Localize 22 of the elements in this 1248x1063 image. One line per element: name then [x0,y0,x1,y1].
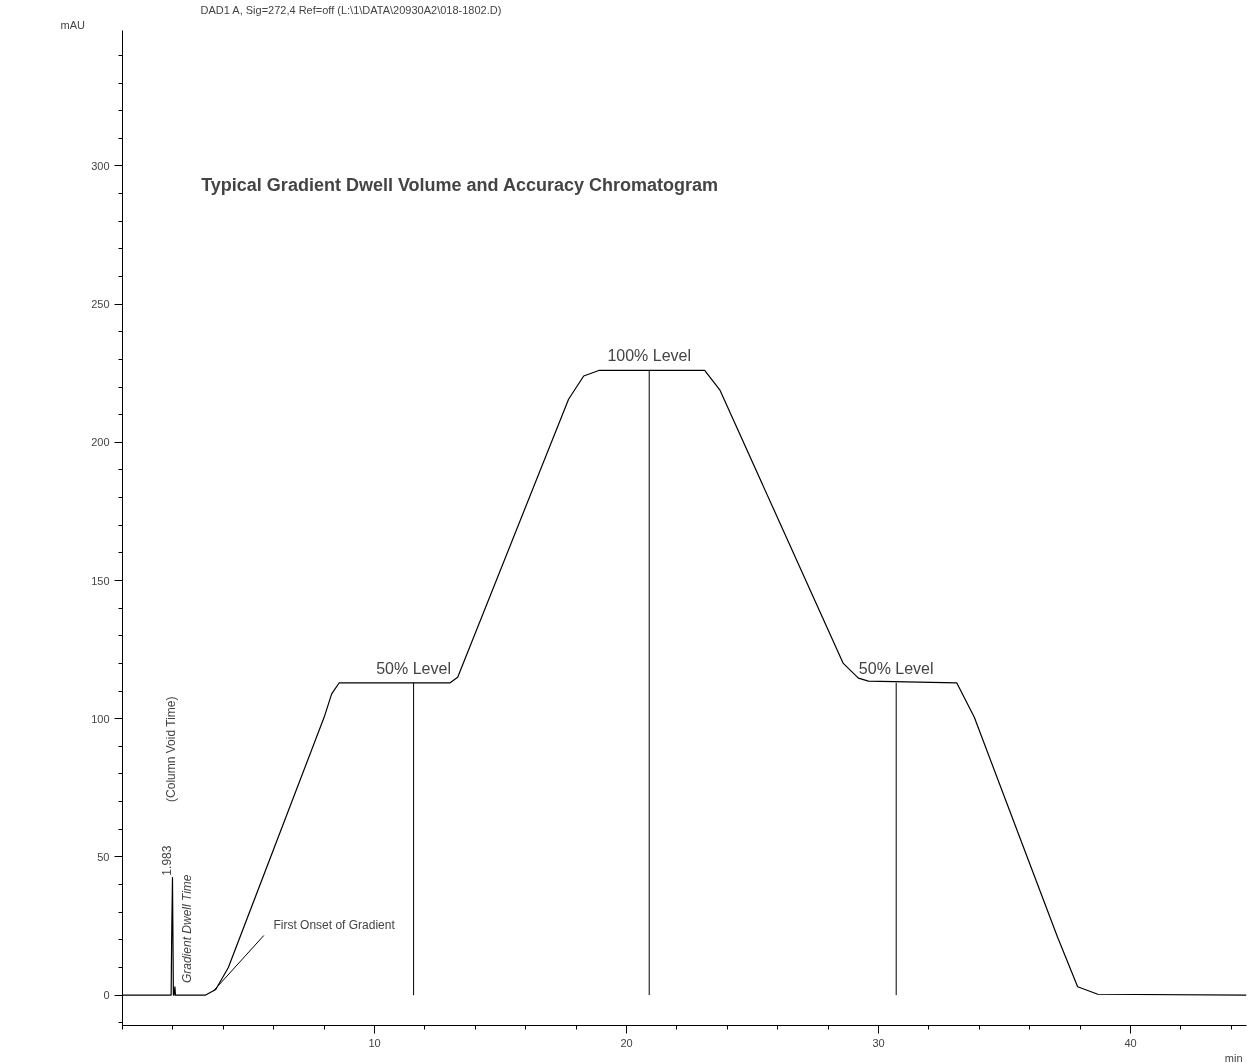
y-tick-label: 100 [91,712,110,725]
annotation: (Column Void Time) [164,696,179,802]
annotation: First Onset of Gradient [273,917,396,932]
x-tick-label: 40 [1124,1036,1137,1049]
x-tick-label: 30 [872,1036,885,1049]
text: Typical Gradient Dwell Volume and Accuracy Chromatogram [201,174,718,195]
y-axis-title: mAU [60,18,85,31]
x-tick-label: 20 [620,1036,633,1049]
x-axis-title: min [1224,1051,1243,1063]
y-tick-label: 50 [97,850,110,863]
y-tick-label: 150 [91,574,110,587]
annotation: 100% Level [607,347,692,365]
annotation: 50% Level [858,659,934,677]
y-tick-label: 0 [103,989,110,1002]
y-tick-label: 200 [91,436,110,449]
y-tick-label: 250 [91,298,110,311]
annotation: Gradient Dwell Time [179,874,194,984]
annotation: 1.983 [160,845,175,876]
annotation: 50% Level [376,659,451,677]
y-tick-label: 300 [91,159,110,172]
chart-subtitle: DAD1 A, Sig=272,4 Ref=off (L:\1\DATA\20930A2\018-1802.D) [200,3,502,16]
x-tick-label: 10 [368,1036,381,1049]
